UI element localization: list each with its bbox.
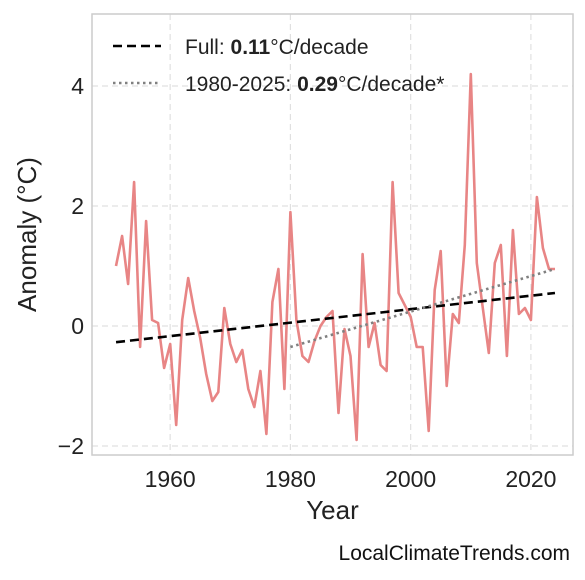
x-axis-label: Year: [306, 495, 359, 525]
legend-entry-recent-trend: 1980-2025: 0.29°C/decade*: [185, 73, 444, 96]
x-tick-label: 1960: [145, 466, 196, 492]
legend-recent-prefix: 1980-2025:: [185, 73, 297, 96]
full-trend-line: [115, 291, 556, 344]
y-tick-label: 4: [71, 73, 84, 99]
legend-full-rate: 0.11: [231, 36, 271, 59]
legend-full-suffix: °C/decade: [270, 36, 368, 59]
y-tick-label: 0: [71, 313, 84, 339]
legend-entry-full-trend: Full: 0.11°C/decade: [185, 36, 369, 59]
y-tick-label: −2: [58, 433, 84, 459]
y-tick-label: 2: [71, 193, 84, 219]
anomaly-series-line: [114, 72, 555, 442]
y-axis-label: Anomaly (°C): [12, 157, 42, 312]
tick-labels: 1960 1980 2000 2020 −2 0 2 4: [58, 73, 557, 492]
legend-full-prefix: Full:: [185, 36, 231, 59]
x-tick-label: 2020: [505, 466, 556, 492]
legend-recent-rate: 0.29: [297, 73, 338, 96]
watermark: LocalClimateTrends.com: [339, 542, 570, 565]
legend: Full: 0.11°C/decade 1980-2025: 0.29°C/de…: [113, 36, 444, 96]
data-layer: [114, 72, 556, 442]
legend-recent-suffix: °C/decade*: [338, 73, 444, 96]
x-tick-label: 1980: [265, 466, 316, 492]
recent-trend-line: [290, 267, 556, 349]
x-tick-label: 2000: [385, 466, 436, 492]
plot-frame: [91, 13, 574, 456]
